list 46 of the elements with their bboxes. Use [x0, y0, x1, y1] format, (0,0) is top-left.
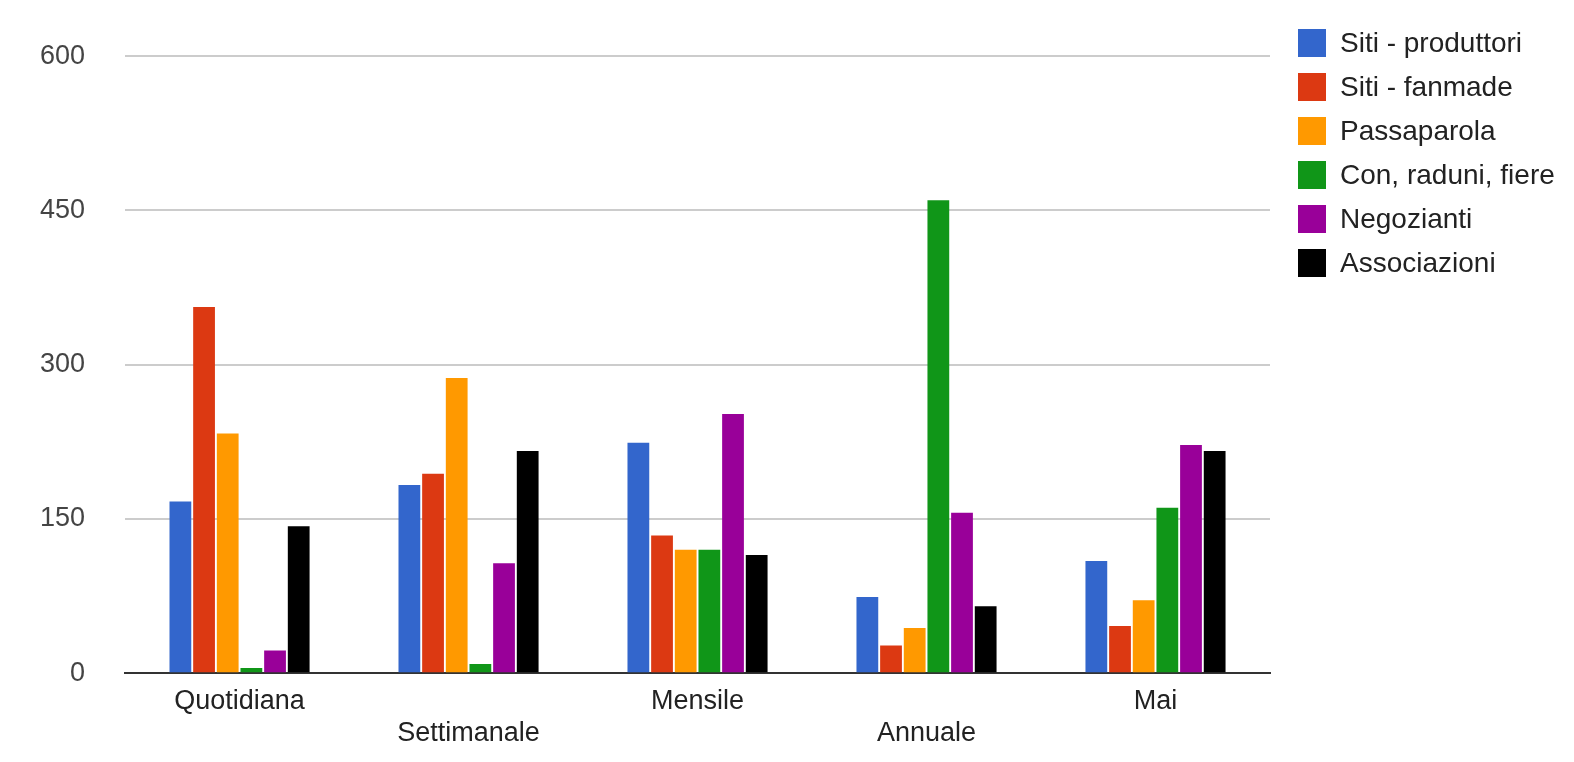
legend-label: Negozianti — [1340, 202, 1473, 236]
x-tick-label: Annuale — [876, 717, 977, 748]
bar — [264, 650, 286, 673]
bar — [856, 597, 879, 673]
y-tick-label: 0 — [70, 656, 86, 687]
bar — [1109, 625, 1131, 673]
bar — [240, 668, 263, 673]
bar — [1156, 507, 1179, 673]
bar — [287, 526, 310, 673]
y-tick-label: 150 — [39, 502, 86, 533]
bar — [674, 549, 697, 673]
bar — [1132, 600, 1155, 673]
legend-label: Passaparola — [1340, 114, 1496, 148]
bar — [216, 433, 239, 673]
y-tick-label: 600 — [39, 39, 86, 70]
bar — [1203, 451, 1226, 673]
bar — [1085, 561, 1108, 673]
bar — [722, 414, 744, 673]
x-tick-label: Settimanale — [397, 717, 540, 748]
bar — [951, 512, 973, 673]
bar — [493, 563, 515, 673]
bar — [627, 442, 650, 673]
y-tick-label: 300 — [39, 348, 86, 379]
bar — [169, 501, 192, 673]
x-tick-label: Mensile — [651, 684, 745, 715]
legend-label: Con, raduni, fiere — [1340, 158, 1555, 192]
bar — [745, 554, 768, 673]
legend-label: Siti - produttori — [1340, 26, 1523, 60]
bar — [974, 606, 997, 673]
bar — [927, 200, 950, 673]
bar — [469, 663, 492, 673]
bar — [193, 307, 215, 673]
bar — [398, 485, 421, 673]
legend-label: Siti - fanmade — [1340, 70, 1513, 104]
bar — [445, 378, 468, 673]
x-tick-label: Quotidiana — [174, 684, 306, 715]
x-tick-label: Mai — [1133, 684, 1178, 715]
bar — [1180, 444, 1202, 673]
bar — [516, 451, 539, 673]
bar — [698, 549, 721, 673]
y-tick-label: 450 — [39, 193, 86, 224]
bar — [880, 645, 902, 673]
legend-label: Associazioni — [1340, 246, 1496, 280]
bar — [422, 473, 444, 673]
bar — [651, 535, 673, 673]
bar — [903, 627, 926, 673]
